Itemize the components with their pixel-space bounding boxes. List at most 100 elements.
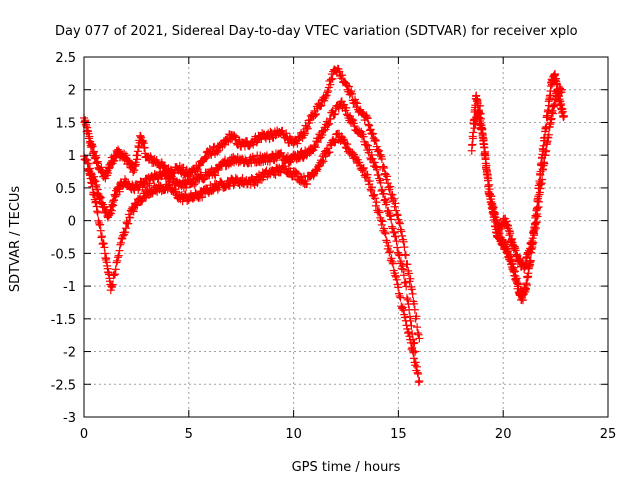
data-point bbox=[325, 119, 334, 128]
data-point bbox=[373, 145, 382, 154]
data-point bbox=[97, 232, 106, 241]
data-point bbox=[113, 256, 122, 265]
data-point bbox=[382, 198, 391, 207]
data-point bbox=[227, 174, 236, 183]
data-point bbox=[400, 243, 409, 252]
data-point bbox=[326, 114, 335, 123]
data-point bbox=[316, 102, 325, 111]
data-point bbox=[394, 250, 403, 259]
data-point bbox=[398, 235, 407, 244]
y-tick-label: -1 bbox=[63, 280, 76, 295]
data-point bbox=[407, 285, 416, 294]
data-point bbox=[389, 259, 398, 268]
data-point bbox=[230, 131, 239, 140]
data-point bbox=[379, 189, 388, 198]
data-point bbox=[293, 139, 302, 148]
data-point bbox=[351, 98, 360, 107]
data-point bbox=[514, 280, 523, 289]
data-point bbox=[160, 162, 169, 171]
data-point bbox=[111, 265, 120, 274]
data-point bbox=[386, 182, 395, 191]
data-point bbox=[403, 295, 412, 304]
data-point bbox=[367, 150, 376, 159]
data-point bbox=[143, 181, 152, 190]
data-point bbox=[395, 218, 404, 227]
data-point bbox=[365, 145, 374, 154]
data-point bbox=[383, 238, 392, 247]
data-point bbox=[400, 278, 409, 287]
data-point bbox=[350, 122, 359, 131]
data-point bbox=[324, 86, 333, 95]
data-point bbox=[116, 240, 125, 249]
data-point bbox=[397, 304, 406, 313]
data-point bbox=[473, 117, 481, 126]
data-point bbox=[353, 99, 362, 108]
data-point bbox=[393, 211, 402, 220]
data-point bbox=[171, 187, 180, 196]
data-point bbox=[319, 157, 328, 166]
data-point bbox=[392, 275, 401, 284]
data-point bbox=[532, 217, 541, 226]
data-point bbox=[292, 169, 301, 178]
data-point bbox=[534, 197, 543, 206]
y-axis-title: SDTVAR / TECUs bbox=[8, 186, 23, 293]
data-point bbox=[372, 165, 381, 174]
data-point bbox=[476, 101, 485, 110]
data-point bbox=[415, 334, 424, 343]
data-point bbox=[193, 165, 202, 174]
data-point bbox=[384, 241, 393, 250]
data-point bbox=[395, 292, 404, 301]
data-point bbox=[347, 89, 356, 98]
data-point bbox=[377, 155, 386, 164]
data-point bbox=[374, 146, 383, 155]
data-point bbox=[366, 125, 375, 134]
y-tick-label: -1.5 bbox=[51, 313, 76, 328]
data-point bbox=[390, 228, 399, 237]
data-point bbox=[303, 124, 312, 133]
data-point bbox=[392, 237, 401, 246]
data-point bbox=[370, 190, 379, 199]
data-point bbox=[190, 180, 199, 189]
data-point bbox=[404, 300, 413, 309]
data-point bbox=[372, 198, 381, 207]
data-point bbox=[396, 257, 405, 266]
data-point bbox=[300, 131, 309, 140]
data-point bbox=[346, 88, 355, 97]
data-point bbox=[145, 179, 154, 188]
data-point bbox=[396, 225, 405, 234]
data-point bbox=[110, 270, 119, 279]
data-point bbox=[115, 187, 124, 196]
data-point bbox=[411, 358, 420, 367]
data-point bbox=[88, 142, 97, 151]
data-point bbox=[376, 178, 385, 187]
data-point bbox=[214, 146, 223, 155]
data-point bbox=[380, 164, 389, 173]
data-point bbox=[381, 170, 390, 179]
data-point bbox=[370, 158, 379, 167]
data-point bbox=[92, 180, 101, 189]
data-point bbox=[362, 140, 371, 149]
data-point bbox=[371, 162, 380, 171]
data-point bbox=[93, 208, 102, 217]
data-point bbox=[398, 262, 407, 271]
data-markers bbox=[80, 64, 568, 387]
data-point bbox=[388, 224, 397, 233]
data-point bbox=[364, 141, 373, 150]
data-point bbox=[359, 163, 368, 172]
data-point bbox=[399, 237, 408, 246]
plot-frame bbox=[83, 56, 609, 418]
data-point bbox=[388, 190, 397, 199]
data-point bbox=[402, 321, 411, 330]
data-point bbox=[376, 150, 385, 159]
data-point bbox=[197, 170, 206, 179]
data-point bbox=[400, 313, 409, 322]
data-point bbox=[413, 323, 422, 332]
data-point bbox=[312, 167, 321, 176]
data-point bbox=[544, 130, 553, 139]
data-point bbox=[522, 280, 531, 289]
data-point bbox=[365, 177, 374, 186]
data-point bbox=[480, 140, 489, 149]
data-point bbox=[311, 143, 320, 152]
data-point bbox=[321, 125, 330, 134]
